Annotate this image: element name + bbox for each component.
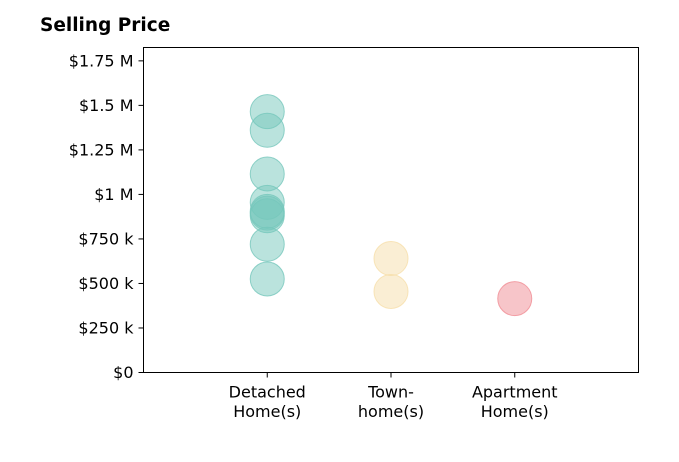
y-tick-label: $0: [113, 363, 133, 382]
x-tick-label-line: Town-: [367, 383, 414, 402]
y-tick-label: $250 k: [78, 318, 134, 337]
data-point: [373, 273, 409, 309]
x-tick-label-line: Detached: [229, 383, 306, 402]
x-tick-label: Apartment Home(s): [472, 383, 558, 422]
data-point: [249, 112, 285, 148]
x-axis: Detached Home(s)Town-home(s)Apartment Home…: [229, 372, 558, 422]
x-tick-label: Town-home(s): [358, 383, 424, 422]
y-tick-label: $500 k: [78, 274, 134, 293]
data-point: [373, 241, 409, 277]
x-tick-label-line: Apartment: [472, 383, 558, 402]
y-tick-label: $750 k: [78, 229, 134, 248]
data-point: [497, 281, 533, 317]
y-tick-label: $1.75 M: [69, 51, 134, 70]
chart-title: Selling Price: [40, 15, 171, 36]
y-tick-label: $1 M: [94, 185, 133, 204]
x-tick-label: Detached Home(s): [229, 383, 306, 422]
y-tick-label: $1.5 M: [79, 96, 134, 115]
y-axis: $0 $250 k $500 k $750 k $1 M $1.25 M $1.5 M $1.…: [69, 51, 144, 382]
y-tick-label: $1.25 M: [69, 140, 134, 159]
data-point: [249, 261, 285, 297]
x-tick-label-line: Home(s): [481, 402, 549, 421]
x-tick-label-line: Home(s): [233, 402, 301, 421]
data-points: [249, 94, 533, 317]
plot-frame: [143, 47, 639, 373]
x-tick-label-line: home(s): [358, 402, 424, 421]
data-point: [249, 226, 285, 262]
